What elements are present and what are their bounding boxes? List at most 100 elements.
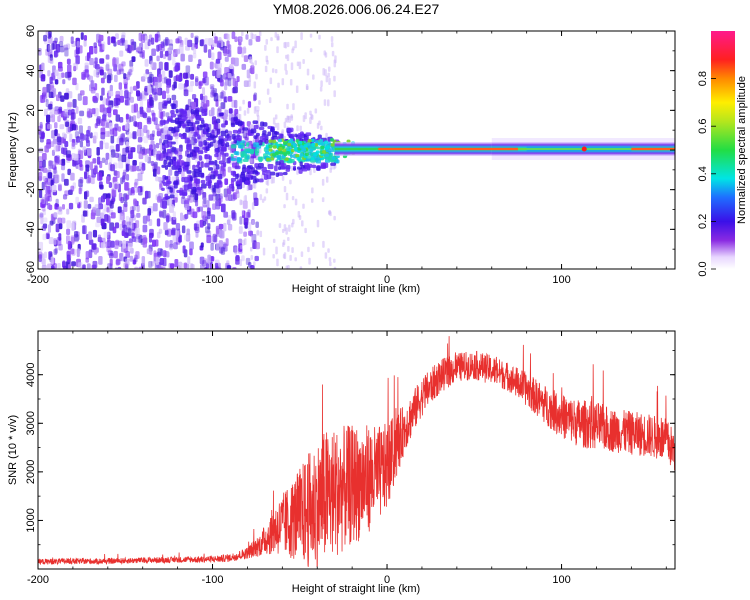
heatmap-cell bbox=[294, 198, 298, 206]
heatmap-cell bbox=[184, 137, 190, 144]
heatmap-cell bbox=[298, 61, 302, 70]
heatmap-cell bbox=[61, 132, 66, 139]
heatmap-cell bbox=[268, 97, 272, 104]
heatmap-cell bbox=[202, 87, 206, 96]
heatmap-cell bbox=[289, 154, 294, 158]
heatmap-cell bbox=[56, 137, 62, 146]
heatmap-cell bbox=[169, 159, 174, 165]
heatmap-cell bbox=[46, 178, 51, 185]
heatmap-cell bbox=[53, 249, 58, 256]
heatmap-cell bbox=[39, 160, 44, 168]
heatmap-cell bbox=[203, 258, 208, 265]
heatmap-cell bbox=[292, 142, 297, 147]
heatmap-cell bbox=[161, 77, 167, 84]
heatmap-cell bbox=[328, 66, 331, 72]
heatmap-cell bbox=[105, 197, 110, 206]
heatmap-cell bbox=[38, 254, 42, 263]
heatmap-cell bbox=[281, 78, 285, 86]
heatmap-cell bbox=[253, 81, 257, 89]
heatmap-cell bbox=[253, 197, 259, 206]
heatmap-cell bbox=[171, 52, 176, 61]
heatmap-cell bbox=[327, 72, 330, 78]
heatmap-cell bbox=[234, 36, 238, 43]
heatmap-cell bbox=[135, 220, 140, 228]
heatmap-cell bbox=[225, 142, 230, 148]
heatmap-cell bbox=[151, 130, 156, 137]
heatmap-cell bbox=[228, 113, 234, 121]
heatmap-cell bbox=[82, 210, 88, 217]
heatmap-cell bbox=[226, 186, 231, 195]
heatmap-cell bbox=[38, 156, 43, 163]
heatmap-cell bbox=[69, 133, 73, 143]
heatmap-cell bbox=[133, 103, 139, 113]
heatmap-cell bbox=[92, 206, 96, 214]
heatmap-cell bbox=[132, 159, 137, 166]
heatmap-cell bbox=[199, 219, 204, 228]
heatmap-cell bbox=[209, 84, 215, 90]
heatmap-cell bbox=[41, 74, 46, 80]
heatmap-cell bbox=[189, 195, 193, 203]
heatmap-cell bbox=[219, 112, 224, 117]
heatmap-cell bbox=[228, 194, 233, 201]
heatmap-cell bbox=[240, 200, 243, 205]
heatmap-cell bbox=[131, 225, 136, 232]
heatmap-cell bbox=[61, 173, 65, 182]
x-tick-label: 100 bbox=[552, 574, 570, 586]
heatmap-cell bbox=[107, 36, 111, 46]
heatmap-cell bbox=[173, 180, 179, 185]
heatmap-cell bbox=[285, 167, 291, 172]
heatmap-cell bbox=[283, 224, 287, 232]
heatmap-cell bbox=[161, 187, 165, 192]
heatmap-cell bbox=[179, 212, 184, 221]
heatmap-cell bbox=[304, 136, 308, 141]
heatmap-cell bbox=[217, 51, 222, 61]
heatmap-cell bbox=[201, 210, 207, 219]
heatmap-cell bbox=[250, 32, 253, 40]
heatmap-cell bbox=[166, 251, 170, 258]
heatmap-cell bbox=[231, 31, 236, 40]
heatmap-cell bbox=[145, 69, 150, 75]
heatmap-cell bbox=[229, 64, 234, 70]
heatmap-cell bbox=[41, 62, 45, 72]
heatmap-cell bbox=[238, 128, 242, 133]
heatmap-cell bbox=[168, 70, 173, 78]
heatmap-cell bbox=[224, 56, 229, 62]
heatmap-cell bbox=[158, 228, 163, 234]
heatmap-cell bbox=[330, 36, 334, 42]
heatmap-cell bbox=[148, 144, 153, 151]
heatmap-cell bbox=[124, 182, 130, 191]
heatmap-cell bbox=[222, 73, 228, 80]
heatmap-cell bbox=[238, 226, 243, 234]
heatmap-cell bbox=[83, 35, 88, 41]
heatmap-cell bbox=[95, 222, 100, 228]
heatmap-cell bbox=[173, 156, 177, 161]
snr-y-ticks: 1000 2000 3000 4000 bbox=[25, 350, 675, 546]
heatmap-cell bbox=[247, 101, 252, 108]
heatmap-cell bbox=[131, 56, 136, 62]
heatmap-cell bbox=[200, 161, 204, 168]
heatmap-cell bbox=[156, 153, 161, 161]
heatmap-cell bbox=[269, 171, 276, 176]
heatmap-cell bbox=[203, 139, 207, 146]
heatmap-cell bbox=[274, 68, 278, 74]
heatmap-cell bbox=[123, 73, 127, 80]
y-tick-label: -60 bbox=[25, 261, 37, 277]
heatmap-cell bbox=[115, 171, 120, 179]
heatmap-cell bbox=[120, 37, 125, 44]
heatmap-cell bbox=[267, 131, 272, 137]
heatmap-cell bbox=[287, 265, 290, 269]
heatmap-cell bbox=[98, 203, 104, 210]
heatmap-cell bbox=[213, 93, 219, 102]
heatmap-cell bbox=[50, 268, 55, 269]
heatmap-cell bbox=[156, 231, 161, 239]
heatmap-cell bbox=[163, 100, 168, 106]
heatmap-cell bbox=[61, 158, 66, 166]
heatmap-cell bbox=[282, 148, 287, 153]
heatmap-cell bbox=[72, 77, 77, 86]
heatmap-cell bbox=[282, 172, 288, 176]
heatmap-cell bbox=[127, 131, 132, 139]
heatmap-cell bbox=[70, 36, 74, 44]
colorbar-tick-label: 0.8 bbox=[697, 71, 709, 86]
heatmap-cell bbox=[149, 73, 154, 83]
